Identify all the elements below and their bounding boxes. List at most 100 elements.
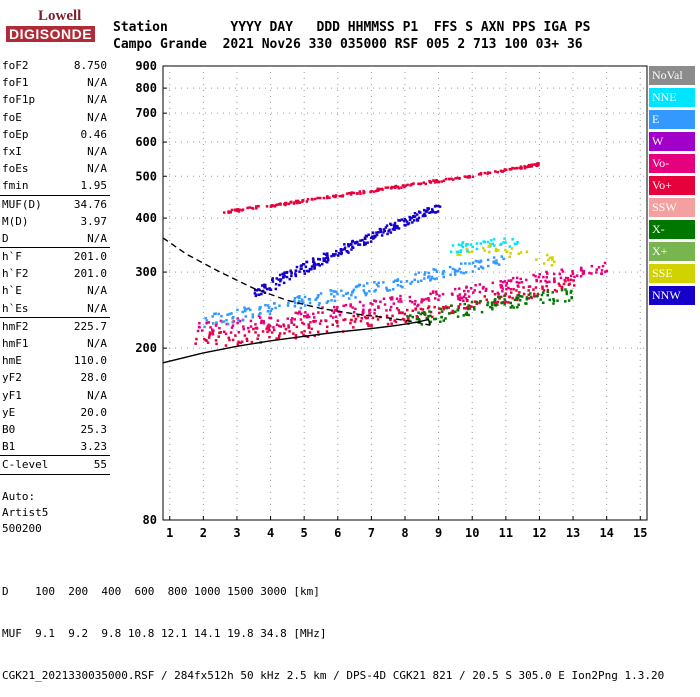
data-point — [209, 326, 212, 329]
data-point — [486, 258, 490, 262]
data-point — [484, 289, 488, 292]
data-point — [377, 281, 380, 285]
data-point — [336, 292, 339, 296]
data-point — [475, 247, 479, 251]
data-point — [313, 197, 317, 201]
data-point — [499, 280, 502, 283]
data-point — [323, 258, 326, 261]
data-point — [417, 182, 420, 185]
data-point — [515, 242, 518, 246]
data-point — [522, 292, 526, 296]
data-point — [401, 285, 404, 289]
data-point — [534, 286, 538, 289]
data-point — [416, 219, 420, 222]
data-point — [244, 315, 248, 318]
data-point — [410, 183, 413, 186]
data-point — [303, 269, 306, 273]
data-point — [512, 288, 515, 291]
data-point — [329, 314, 333, 318]
data-point — [502, 241, 505, 244]
data-point — [486, 240, 490, 244]
data-point — [251, 313, 254, 316]
data-point — [204, 316, 207, 320]
data-point — [363, 243, 366, 247]
data-point — [350, 293, 353, 297]
data-point — [365, 292, 368, 295]
data-point — [220, 314, 223, 318]
data-point — [500, 255, 503, 258]
data-point — [385, 286, 388, 290]
data-point — [384, 226, 388, 229]
data-point — [545, 270, 548, 274]
data-point — [299, 312, 303, 316]
data-point — [552, 299, 556, 303]
data-point — [373, 290, 376, 293]
data-point — [483, 295, 486, 298]
data-point — [290, 274, 293, 278]
param-value: N/A — [87, 144, 107, 158]
data-point — [286, 317, 289, 320]
data-point — [294, 334, 298, 337]
data-point — [386, 232, 389, 236]
data-point — [527, 289, 530, 292]
data-point — [508, 167, 512, 171]
data-point — [431, 291, 435, 294]
data-point — [505, 282, 509, 285]
data-point — [326, 256, 330, 260]
data-point — [295, 265, 299, 269]
true-height-profile-line — [162, 237, 431, 326]
data-point — [523, 166, 527, 170]
data-point — [433, 305, 436, 309]
data-point — [399, 294, 402, 298]
data-point — [218, 331, 221, 335]
param-label: MUF(D) — [2, 197, 42, 211]
data-point — [546, 272, 549, 275]
data-point — [342, 304, 345, 308]
param-row-fof1: foF1 N/A — [0, 74, 110, 91]
data-point — [389, 222, 392, 226]
data-point — [386, 322, 390, 326]
data-point — [491, 303, 494, 307]
data-point — [474, 259, 478, 263]
data-point — [494, 247, 498, 251]
data-point — [249, 325, 253, 328]
data-point — [474, 300, 477, 303]
data-point — [545, 281, 549, 284]
data-point — [473, 265, 477, 268]
data-point — [475, 300, 479, 304]
legend-item-sse: SSE — [649, 264, 695, 283]
data-point — [427, 276, 430, 279]
param-label: hmF1 — [2, 337, 29, 350]
data-point — [569, 291, 573, 294]
data-point — [545, 284, 548, 288]
data-point — [411, 221, 414, 224]
data-point — [247, 307, 250, 310]
data-point — [519, 165, 523, 168]
data-point — [352, 326, 355, 329]
data-point — [287, 326, 290, 329]
data-point — [420, 323, 424, 326]
legend-item-x: X- — [649, 220, 695, 239]
data-point — [393, 221, 397, 225]
data-point — [491, 281, 495, 285]
data-point — [409, 314, 412, 317]
data-point — [480, 310, 484, 314]
data-point — [437, 298, 440, 301]
data-point — [394, 279, 397, 282]
data-point — [388, 228, 391, 232]
x-tick-label: 11 — [499, 526, 513, 540]
data-point — [464, 262, 467, 265]
data-point — [441, 272, 445, 276]
data-point — [354, 296, 357, 299]
data-point — [370, 323, 373, 327]
data-point — [570, 296, 573, 299]
data-point — [298, 201, 301, 205]
data-point — [354, 307, 357, 311]
param-row-md: M(D) 3.97 — [0, 213, 110, 230]
data-point — [504, 284, 508, 287]
data-point — [442, 307, 446, 311]
data-point — [318, 258, 322, 261]
autoscale-note: Auto: — [2, 489, 36, 503]
data-point — [545, 253, 549, 257]
data-point — [282, 275, 285, 279]
